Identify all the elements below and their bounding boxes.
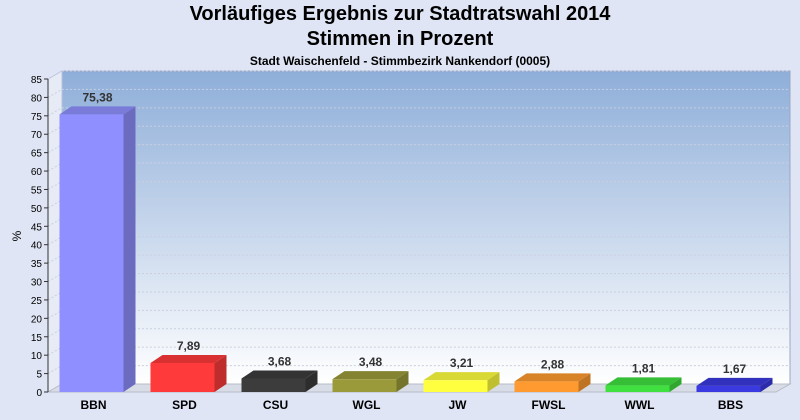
y-tick-label: 50 — [31, 204, 43, 215]
chart-title-line2: Stimmen in Prozent — [306, 28, 494, 50]
y-tick-label: 10 — [31, 351, 43, 362]
category-label: FWSL — [532, 398, 566, 412]
y-tick-label: 20 — [31, 314, 43, 325]
y-tick-label: 70 — [31, 130, 43, 141]
value-label: 1,81 — [632, 361, 656, 375]
bar-spd — [150, 354, 227, 392]
bar-wwl — [605, 377, 682, 392]
bar-csu — [241, 370, 318, 392]
gridline — [47, 107, 790, 117]
category-label: JW — [449, 398, 468, 412]
gridline — [47, 70, 790, 80]
y-tick-label: 0 — [36, 388, 42, 399]
bar-bbs — [696, 377, 773, 392]
bar-bbn — [59, 106, 136, 393]
chart-title: Vorläufiges Ergebnis zur Stadtratswahl 2… — [189, 3, 611, 25]
y-tick-label: 35 — [31, 259, 43, 270]
y-tick-label: 30 — [31, 278, 43, 289]
category-label: CSU — [263, 398, 288, 412]
gridline — [47, 88, 790, 98]
y-tick-label: 55 — [31, 185, 43, 196]
value-label: 75,38 — [82, 90, 112, 104]
category-label: BBS — [718, 398, 743, 412]
y-tick-label: 15 — [31, 333, 43, 344]
y-tick-label: 80 — [31, 93, 43, 104]
category-label: WWL — [625, 398, 655, 412]
y-tick-label: 5 — [36, 370, 42, 381]
y-tick-label: 25 — [31, 296, 43, 307]
plot-back-wall — [61, 70, 791, 385]
category-label: BBN — [81, 398, 107, 412]
y-tick-label: 85 — [31, 75, 43, 86]
bar-jw — [423, 372, 500, 392]
y-tick-label: 60 — [31, 167, 43, 178]
y-tick-label: 40 — [31, 241, 43, 252]
value-label: 3,48 — [359, 355, 383, 369]
chart-subtitle: Stadt Waischenfeld - Stimmbezirk Nankend… — [249, 54, 551, 68]
y-tick-label: 75 — [31, 112, 43, 123]
category-label: SPD — [172, 398, 197, 412]
value-label: 7,89 — [177, 339, 201, 353]
y-tick-label: 45 — [31, 222, 43, 233]
y-axis-label: % — [10, 230, 24, 241]
bar-fwsl — [514, 373, 591, 392]
value-label: 3,21 — [450, 356, 474, 370]
value-label: 1,67 — [723, 362, 747, 376]
y-tick-label: 65 — [31, 149, 43, 160]
bar-wgl — [332, 371, 409, 392]
value-label: 2,88 — [541, 357, 565, 371]
category-label: WGL — [353, 398, 381, 412]
value-label: 3,68 — [268, 354, 292, 368]
